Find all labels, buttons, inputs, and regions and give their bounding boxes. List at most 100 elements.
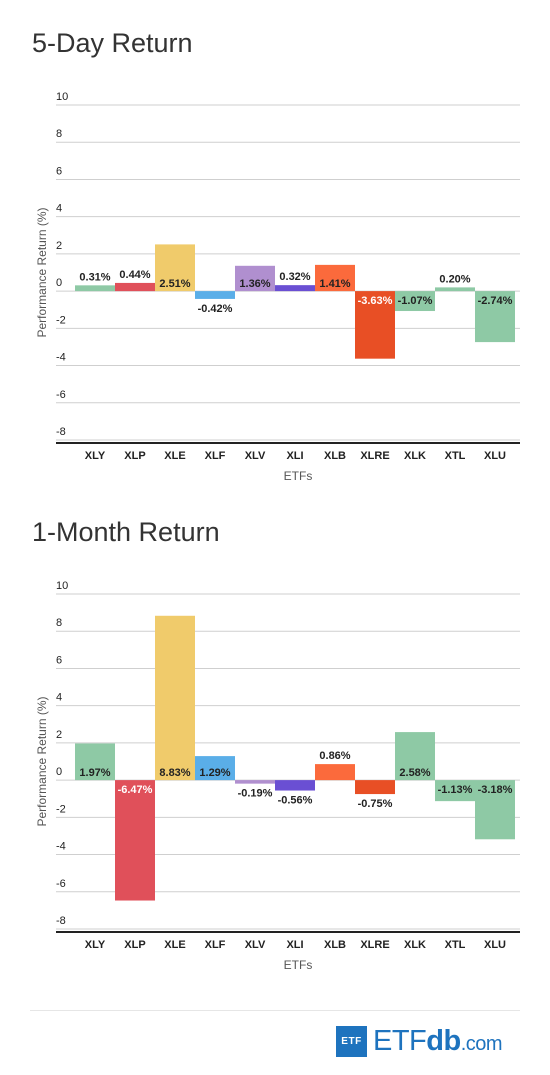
bar-xtl[interactable] <box>435 780 475 802</box>
x-tick-label: XLI <box>286 939 303 951</box>
bar-xtl[interactable] <box>435 287 475 292</box>
y-tick-label: 4 <box>56 692 62 704</box>
y-tick-label: -6 <box>56 389 66 401</box>
data-label-xtl: 0.20% <box>439 273 470 285</box>
data-label-xlk: -1.07% <box>398 295 433 307</box>
y-tick-label: 10 <box>56 580 68 592</box>
data-label-xlu: -2.74% <box>478 295 513 307</box>
x-tick-label: XLP <box>124 939 145 951</box>
y-tick-label: 8 <box>56 617 62 629</box>
x-tick-label: XLB <box>324 939 346 951</box>
y-tick-label: -2 <box>56 803 66 815</box>
data-label-xlv: 1.36% <box>239 278 270 290</box>
x-tick-label: XLY <box>85 939 106 951</box>
x-tick-label: XLY <box>85 450 106 462</box>
data-label-xlf: -0.42% <box>198 303 233 315</box>
data-label-xlv: -0.19% <box>238 788 273 800</box>
data-label-xtl: -1.13% <box>438 784 473 796</box>
x-tick-label: XTL <box>445 450 466 462</box>
bar-xly[interactable] <box>75 285 115 292</box>
etfdb-logo[interactable]: ETF ETFdb.com <box>336 1024 503 1058</box>
data-label-xlre: -3.63% <box>358 295 393 307</box>
bar-xle[interactable] <box>155 244 195 292</box>
bar-xli[interactable] <box>275 780 315 791</box>
bar-xlre[interactable] <box>355 291 395 359</box>
x-tick-label: XLE <box>164 450 185 462</box>
etf-badge-icon: ETF <box>336 1025 367 1057</box>
data-label-xlp: 0.44% <box>119 269 150 281</box>
data-label-xlk: 2.58% <box>399 767 430 779</box>
x-axis-label: ETFs <box>284 469 313 483</box>
x-tick-label: XLK <box>404 939 426 951</box>
x-tick-label: XLU <box>484 450 506 462</box>
x-tick-label: XLF <box>205 450 226 462</box>
data-label-xlb: 0.86% <box>319 750 350 762</box>
bar-xlv[interactable] <box>235 780 275 784</box>
bar-xle[interactable] <box>155 615 195 781</box>
x-tick-label: XLK <box>404 450 426 462</box>
y-tick-label: -4 <box>56 352 66 364</box>
data-label-xle: 8.83% <box>159 767 190 779</box>
bar-xli[interactable] <box>275 285 315 292</box>
y-tick-label: -6 <box>56 878 66 890</box>
data-label-xle: 2.51% <box>159 278 190 290</box>
logo-suffix: .com <box>460 1032 503 1055</box>
bar-xlp[interactable] <box>115 282 155 292</box>
logo-name-b: db <box>426 1024 461 1057</box>
y-tick-label: 6 <box>56 654 62 666</box>
x-tick-label: XLU <box>484 939 506 951</box>
bar-xlk[interactable] <box>395 732 435 781</box>
data-label-xli: 0.32% <box>279 271 310 283</box>
footer-divider <box>30 1010 520 1011</box>
data-label-xli: -0.56% <box>278 795 313 807</box>
y-tick-label: 0 <box>56 766 62 778</box>
chart-title-5day: 5-Day Return <box>32 28 193 58</box>
x-tick-label: XLRE <box>360 450 389 462</box>
y-tick-label: -2 <box>56 314 66 326</box>
logo-wordmark: ETFdb.com <box>373 1024 503 1058</box>
x-axis-label: ETFs <box>284 958 313 972</box>
x-tick-label: XLE <box>164 939 185 951</box>
data-label-xlf: 1.29% <box>199 767 230 779</box>
x-tick-label: XLP <box>124 450 145 462</box>
bar-xlf[interactable] <box>195 756 235 781</box>
chart-1month: 10 8 6 4 2 0 -2 -4 -6 -8 1.97% -6.47% 8.83% 1.29% -0.1… <box>35 580 520 972</box>
x-tick-label: XLRE <box>360 939 389 951</box>
data-label-xlp: -6.47% <box>118 784 153 796</box>
chart-title-1month: 1-Month Return <box>32 517 220 547</box>
x-tick-label: XLB <box>324 450 346 462</box>
y-tick-label: 4 <box>56 203 62 215</box>
data-label-xlre: -0.75% <box>358 798 393 810</box>
y-axis-label: Performance Return (%) <box>35 696 49 826</box>
y-tick-label: 6 <box>56 165 62 177</box>
bar-xlp[interactable] <box>115 780 155 901</box>
y-tick-label: 2 <box>56 729 62 741</box>
y-tick-label: 10 <box>56 91 68 103</box>
bar-xlf[interactable] <box>195 291 235 299</box>
x-tick-label: XLV <box>245 450 266 462</box>
bar-xlb[interactable] <box>315 764 355 781</box>
bar-xly[interactable] <box>75 743 115 781</box>
x-tick-label: XLF <box>205 939 226 951</box>
y-tick-label: -4 <box>56 841 66 853</box>
data-label-xly: 0.31% <box>79 271 110 283</box>
data-label-xly: 1.97% <box>79 767 110 779</box>
x-tick-label: XLV <box>245 939 266 951</box>
x-tick-label: XLI <box>286 450 303 462</box>
bar-xlre[interactable] <box>355 780 395 795</box>
bar-xlu[interactable] <box>475 291 515 343</box>
bar-xlk[interactable] <box>395 291 435 312</box>
bar-xlb[interactable] <box>315 264 355 292</box>
y-tick-label: -8 <box>56 426 66 438</box>
y-tick-label: -8 <box>56 915 66 927</box>
x-tick-label: XTL <box>445 939 466 951</box>
bar-xlv[interactable] <box>235 265 275 292</box>
data-label-xlb: 1.41% <box>319 278 350 290</box>
y-axis-label: Performance Return (%) <box>35 207 49 337</box>
data-label-xlu: -3.18% <box>478 784 513 796</box>
y-tick-label: 2 <box>56 240 62 252</box>
y-tick-label: 0 <box>56 277 62 289</box>
logo-name-a: ETF <box>373 1024 427 1057</box>
chart-5day: 10 8 6 4 2 0 -2 -4 -6 -8 0.31% 0.44% 2.51% -0.42% 1.36… <box>35 91 520 483</box>
bar-xlu[interactable] <box>475 780 515 840</box>
